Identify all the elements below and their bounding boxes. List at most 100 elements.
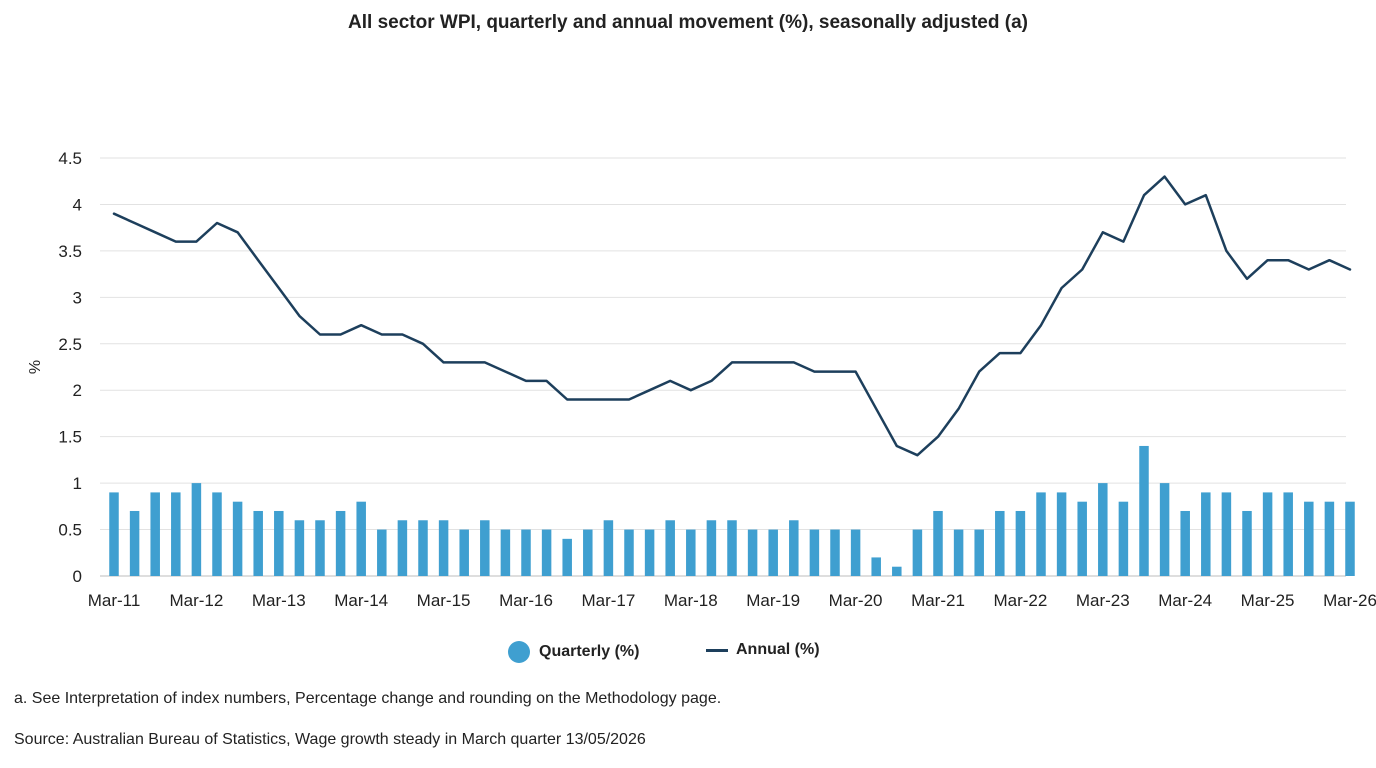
x-axis-ticks: Mar-11 Mar-12 Mar-13 Mar-14 Mar-15 Mar-16 Mar-… <box>88 591 1376 610</box>
quarterly-bar <box>1139 445 1149 576</box>
x-tick-label: Mar-19 <box>746 591 800 610</box>
annual-line <box>112 175 1352 457</box>
quarterly-bar <box>830 529 840 576</box>
quarterly-bar <box>686 529 696 576</box>
x-tick-label: Mar-14 <box>334 591 388 610</box>
quarterly-bar <box>253 510 263 576</box>
quarterly-bar <box>912 529 923 576</box>
quarterly-bar <box>1077 501 1087 576</box>
quarterly-bar <box>727 520 737 576</box>
quarterly-bar <box>933 510 943 576</box>
quarterly-bar <box>315 520 325 576</box>
quarterly-bar <box>212 492 222 576</box>
quarterly-bar <box>583 529 593 576</box>
x-tick-label: Mar-11 <box>88 591 141 610</box>
quarterly-bar <box>789 520 799 576</box>
x-tick-label: Mar-23 <box>1076 591 1130 610</box>
quarterly-bar <box>1180 510 1190 576</box>
quarterly-bar <box>603 520 614 576</box>
x-tick-label: Mar-15 <box>417 591 471 610</box>
gridlines <box>100 157 1346 577</box>
quarterly-bars <box>109 445 1355 576</box>
quarterly-bar <box>768 529 778 576</box>
y-tick-label: 0.5 <box>58 521 82 540</box>
x-tick-label: Mar-12 <box>169 591 223 610</box>
x-tick-label: Mar-26 <box>1323 591 1376 610</box>
footnote: a. See Interpretation of index numbers, … <box>14 690 722 707</box>
quarterly-bar <box>562 538 572 576</box>
quarterly-bar <box>294 520 305 576</box>
y-tick-label: 1 <box>73 474 82 493</box>
quarterly-bar <box>1345 501 1355 576</box>
quarterly-bar <box>521 529 531 576</box>
quarterly-bar <box>191 483 202 576</box>
quarterly-bar <box>1283 492 1293 576</box>
y-tick-label: 1.5 <box>58 428 82 447</box>
quarterly-bar <box>1159 483 1170 576</box>
y-tick-label: 4 <box>73 195 82 214</box>
quarterly-bar <box>397 520 408 576</box>
quarterly-bar <box>377 529 387 576</box>
annual-legend-label: Annual (%) <box>736 641 820 658</box>
quarterly-bar <box>459 529 469 576</box>
quarterly-bar <box>500 529 511 576</box>
quarterly-bar <box>150 492 160 576</box>
quarterly-bar <box>1098 483 1108 576</box>
x-tick-label: Mar-18 <box>664 591 718 610</box>
x-tick-label: Mar-17 <box>581 591 635 610</box>
quarterly-legend-swatch <box>508 641 530 663</box>
quarterly-bar <box>644 529 655 576</box>
quarterly-bar <box>541 529 552 576</box>
x-tick-label: Mar-25 <box>1241 591 1295 610</box>
x-tick-label: Mar-22 <box>993 591 1047 610</box>
quarterly-bar <box>438 520 449 576</box>
quarterly-bar <box>109 492 119 576</box>
quarterly-bar <box>1262 492 1273 576</box>
legend-annual: Annual (%) <box>706 641 820 659</box>
quarterly-bar <box>974 529 984 576</box>
quarterly-bar <box>1118 501 1129 576</box>
quarterly-bar <box>1201 492 1211 576</box>
quarterly-bar <box>356 501 366 576</box>
quarterly-bar <box>418 520 428 576</box>
quarterly-bar <box>850 529 861 576</box>
quarterly-legend-label: Quarterly (%) <box>539 643 640 660</box>
quarterly-bar <box>665 520 675 576</box>
quarterly-bar <box>892 566 902 576</box>
x-tick-label: Mar-16 <box>499 591 553 610</box>
annual-series-line <box>112 175 1352 457</box>
quarterly-bar <box>995 510 1005 576</box>
x-tick-label: Mar-13 <box>252 591 306 610</box>
y-axis-ticks: 0 0.5 1 1.5 2 2.5 3 3.5 4 4.5 <box>58 149 82 586</box>
quarterly-bar <box>232 501 243 576</box>
y-axis-label: % <box>27 360 44 374</box>
quarterly-bar <box>129 510 140 576</box>
source-note: Source: Australian Bureau of Statistics,… <box>14 731 646 748</box>
y-tick-label: 3 <box>73 288 82 307</box>
quarterly-bar <box>480 520 490 576</box>
quarterly-bar <box>1036 492 1046 576</box>
quarterly-bar <box>1242 510 1252 576</box>
quarterly-bar <box>747 529 758 576</box>
y-tick-label: 0 <box>73 567 82 586</box>
legend-quarterly: Quarterly (%) <box>508 641 639 663</box>
quarterly-bar <box>274 510 284 576</box>
chart-title: All sector WPI, quarterly and annual mov… <box>348 12 1028 33</box>
y-tick-label: 2.5 <box>58 335 82 354</box>
y-tick-label: 3.5 <box>58 242 82 261</box>
x-tick-label: Mar-21 <box>911 591 965 610</box>
quarterly-bar <box>953 529 964 576</box>
quarterly-bar <box>1304 501 1314 576</box>
annual-legend-swatch <box>706 648 728 652</box>
quarterly-bar <box>1015 510 1026 576</box>
x-tick-label: Mar-24 <box>1158 591 1212 610</box>
quarterly-bar <box>624 529 634 576</box>
quarterly-bar <box>171 492 181 576</box>
quarterly-bar <box>706 520 717 576</box>
wpi-chart: 00.511.522.533.544.5 Mar-11 Mar-12 Mar-13 M… <box>27 149 1376 610</box>
quarterly-bar <box>871 557 881 576</box>
quarterly-bar <box>1056 492 1067 576</box>
quarterly-bar <box>1324 501 1335 576</box>
y-tick-label: 4.5 <box>58 149 82 168</box>
quarterly-bar <box>1221 492 1232 576</box>
